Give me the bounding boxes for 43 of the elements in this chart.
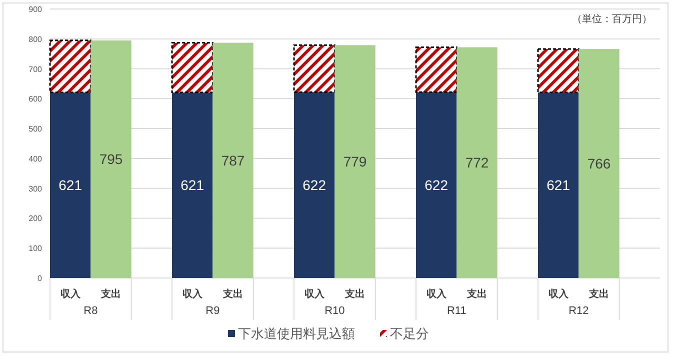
y-tick-label: 700 [28,64,43,74]
bar [578,49,620,278]
y-tick-label: 500 [28,124,43,134]
y-tick-label: 600 [28,94,43,104]
text: R12 [568,305,589,317]
bar [456,47,498,278]
data-label: 621 [180,177,204,194]
legend-label: 下水道使用料見込額 [238,326,355,341]
x-tick-label: 支出 [344,288,365,300]
bar [90,40,132,278]
text: R8 [84,305,98,317]
data-label: 622 [302,177,326,194]
bar [212,42,254,278]
text: R10 [324,305,345,317]
data-label: 795 [99,151,123,168]
data-label: 787 [221,152,245,168]
x-tick-label: 収入 [426,288,448,300]
data-label: 621 [58,177,82,194]
x-tick-label: 収入 [304,288,326,300]
x-tick-label: 支出 [466,288,487,300]
x-tick-label: 支出 [588,288,609,300]
data-label: 766 [587,156,611,172]
data-label: 772 [465,154,489,171]
y-tick-label: 100 [28,244,43,254]
x-tick-label: 支出 [222,288,243,300]
x-tick-label: 収入 [182,288,204,300]
data-label: 622 [424,177,448,194]
y-tick-label: 200 [28,214,43,224]
y-tick-label: 900 [28,5,43,14]
annotation: （単位：百万円） [572,13,652,25]
data-label: 779 [343,154,367,170]
text: R9 [206,305,220,317]
x-tick-label: 支出 [100,288,121,300]
y-tick-label: 0 [38,274,43,283]
legend-label: 不足分 [390,326,429,341]
data-label: 621 [546,177,570,194]
x-tick-label: 収入 [548,288,570,300]
y-tick-label: 400 [28,154,43,164]
bar [334,45,376,278]
y-tick-label: 800 [28,34,43,44]
x-tick-label: 収入 [60,288,82,300]
y-tick-label: 300 [28,184,43,194]
text: R11 [446,305,466,317]
